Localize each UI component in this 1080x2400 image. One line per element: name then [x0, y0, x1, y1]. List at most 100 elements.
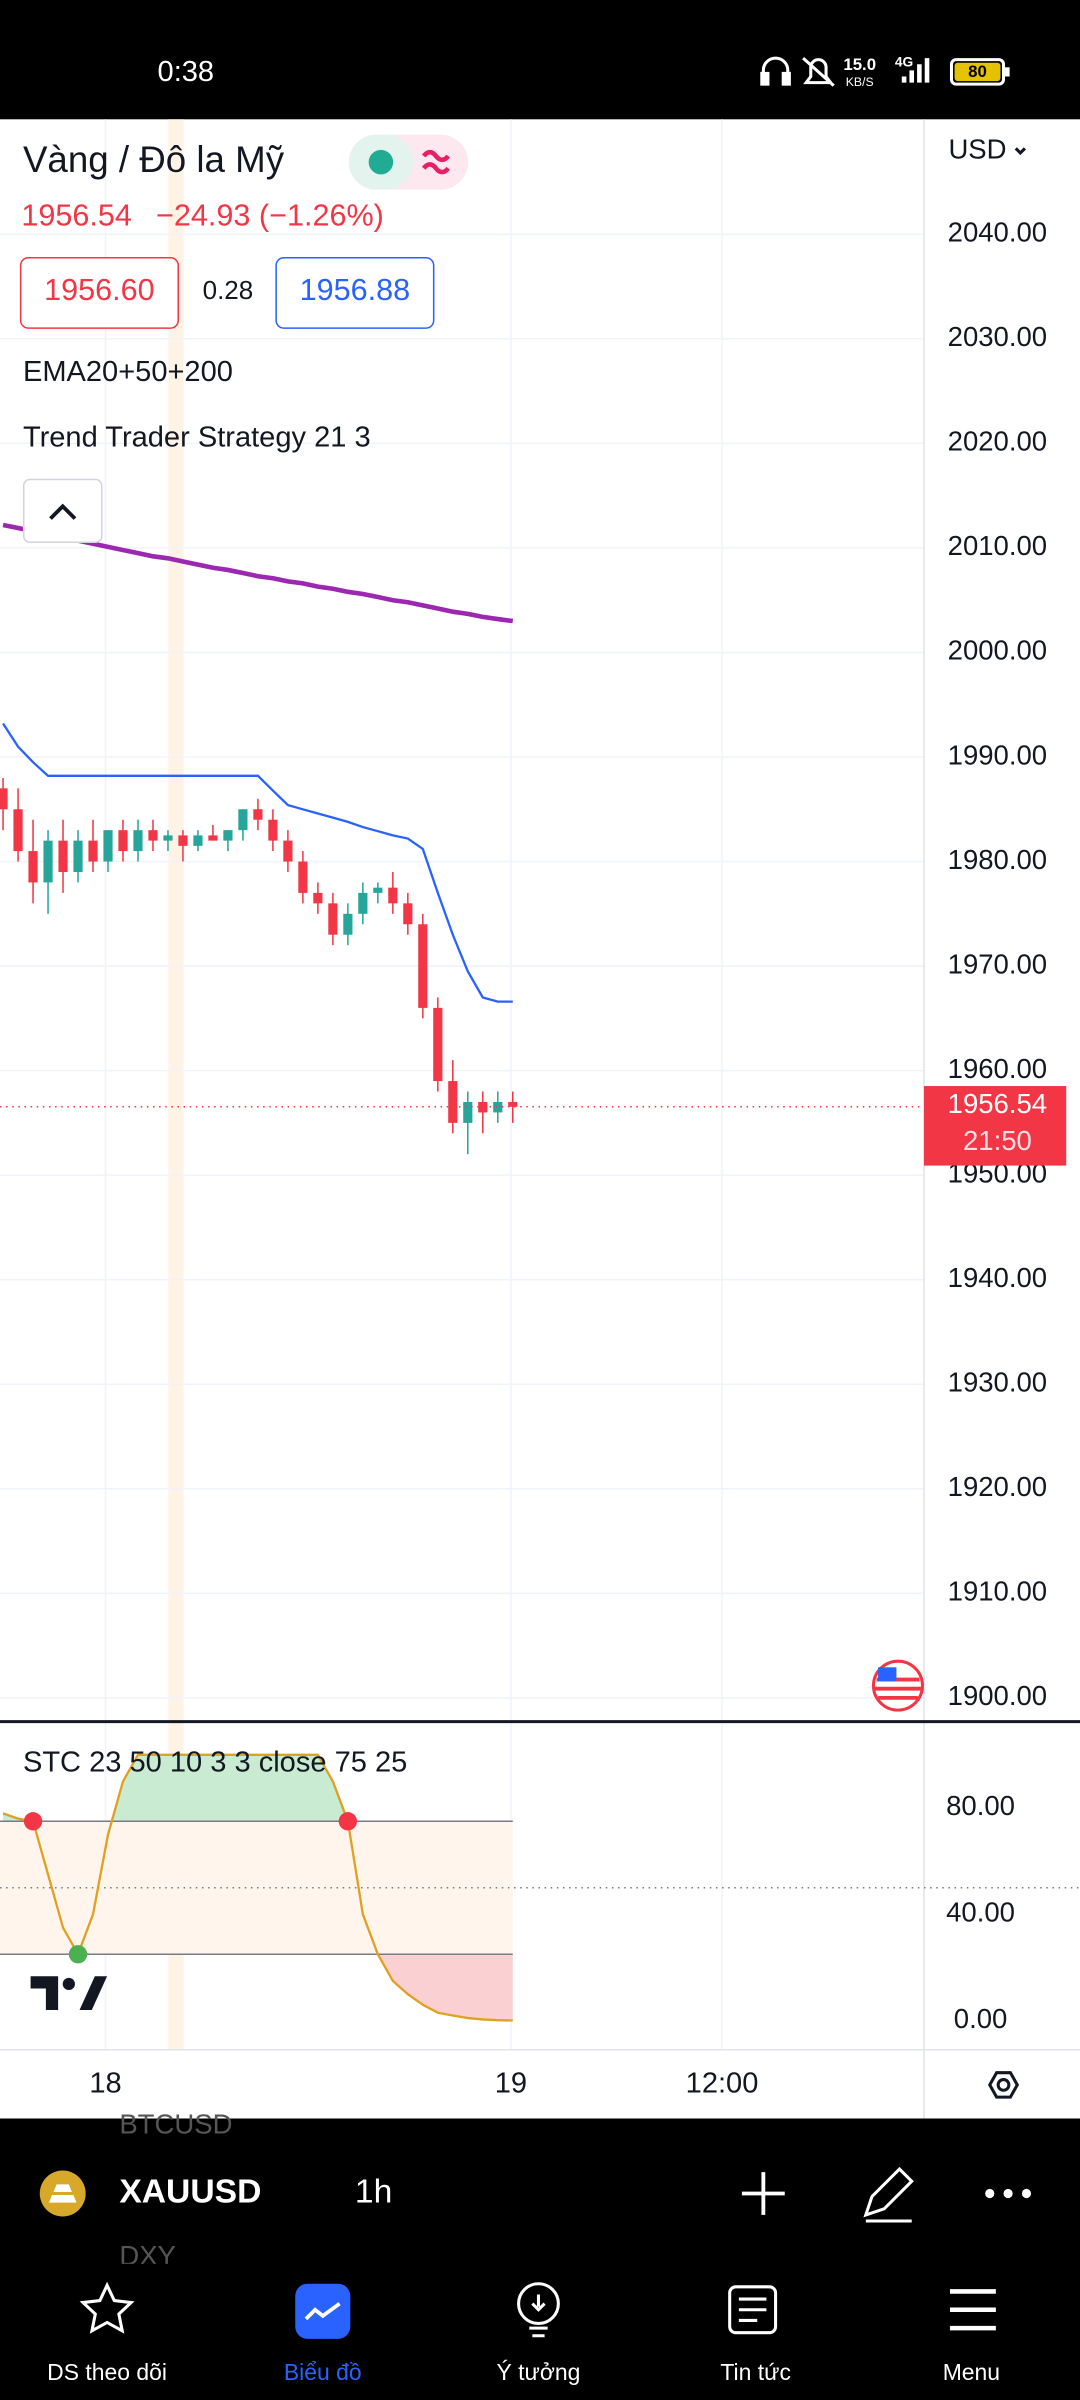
y-tick-label: 1940.00 [948, 1262, 1047, 1293]
toolbar-symbol[interactable]: XAUUSD [119, 2173, 261, 2210]
candle-body [208, 835, 218, 841]
candle-body [58, 840, 68, 872]
buy-button[interactable] [275, 256, 435, 329]
candle-body [13, 809, 23, 852]
currency-selector[interactable]: USD [948, 134, 1006, 165]
trend-line [2, 722, 513, 1003]
stc-tick-label: 80.00 [946, 1790, 1015, 1821]
candle-body [193, 835, 203, 846]
tradingview-logo [30, 1976, 108, 2010]
bar-countdown: 21:50 [963, 1125, 1032, 1156]
nav-tab-label[interactable]: DS theo dõi [47, 2359, 167, 2385]
candle-body [268, 819, 278, 841]
candle-body [433, 1007, 443, 1082]
symbol-title: Vàng / Đô la Mỹ [23, 139, 285, 180]
y-tick-label: 1930.00 [948, 1366, 1047, 1397]
net-speed: 15.0 [843, 55, 876, 74]
toolbar-interval[interactable]: 1h [355, 2173, 392, 2210]
ideas-icon[interactable] [517, 2282, 560, 2338]
watchlist-icon[interactable] [79, 2281, 135, 2334]
stc-sell-signal [338, 1812, 358, 1831]
indicator-label[interactable]: Trend Trader Strategy 21 3 [23, 422, 371, 454]
last-price-value: 1956.54 [948, 1088, 1047, 1119]
spread: 0.28 [203, 275, 254, 305]
settings-icon[interactable] [987, 2071, 1020, 2099]
menu-icon[interactable] [949, 2289, 996, 2331]
news-icon[interactable] [728, 2285, 778, 2335]
candle-body [328, 903, 338, 935]
status-icons [760, 56, 1010, 87]
last-quote: 1956.54 [21, 198, 132, 232]
stc-buy-signal [68, 1945, 88, 1964]
candle-body [403, 903, 413, 925]
stc-line [2, 1753, 513, 2022]
candle-body [133, 830, 143, 852]
clock: 0:38 [158, 56, 215, 88]
candle-body [178, 835, 188, 846]
stc-sell-signal [23, 1812, 43, 1831]
nav-tab-label[interactable]: Menu [943, 2359, 1000, 2385]
candle-body [418, 924, 428, 1008]
draw-button[interactable] [863, 2166, 914, 2223]
stc-tick-label: 0.00 [954, 2003, 1008, 2034]
indicator-label[interactable]: EMA20+50+200 [23, 356, 233, 388]
y-tick-label: 1910.00 [948, 1576, 1047, 1607]
y-tick-label: 1960.00 [948, 1053, 1047, 1084]
hidden-symbol: BTCUSD [119, 2108, 232, 2139]
x-tick-label: 19 [495, 2068, 527, 2100]
chart-tab-icon[interactable] [295, 2283, 351, 2339]
candle-body [493, 1101, 503, 1113]
sell-button[interactable] [19, 256, 179, 329]
y-tick-label: 1920.00 [948, 1471, 1047, 1502]
y-tick-label: 2010.00 [948, 530, 1047, 561]
more-button[interactable] [985, 2188, 1032, 2199]
symbol-icon[interactable] [39, 2170, 86, 2217]
ask-price[interactable]: 1956.88 [300, 273, 411, 307]
candle-body [283, 840, 293, 862]
candle-body [73, 840, 83, 872]
stc-title[interactable]: STC 23 50 10 3 3 close 75 25 [23, 1746, 407, 1778]
last-price-label [923, 1086, 1067, 1166]
candle-body [223, 830, 233, 841]
x-tick-label: 12:00 [686, 2068, 759, 2100]
stc-overbought-fill [3, 1754, 348, 1822]
y-tick-label: 1970.00 [948, 948, 1047, 979]
nav-tab-label[interactable]: Ý tưởng [496, 2359, 580, 2385]
candle-body [163, 835, 173, 841]
candle-body [118, 830, 128, 852]
candle-body [358, 892, 368, 914]
network-type: 4G [895, 54, 913, 69]
nav-bar [0, 2263, 1080, 2400]
y-tick-label: 1980.00 [948, 844, 1047, 875]
battery-level: 80 [968, 62, 987, 81]
candle-body [253, 809, 263, 820]
nav-tab-label[interactable]: Biểu đồ [284, 2359, 362, 2385]
candle-body [373, 887, 383, 893]
candle-body [28, 851, 38, 883]
status-pill [348, 134, 469, 190]
session-highlight [168, 119, 184, 2050]
x-tick-label: 18 [89, 2068, 121, 2100]
bid-price[interactable]: 1956.60 [44, 273, 155, 307]
candle-body [148, 830, 158, 841]
dropdown-caret[interactable] [1014, 147, 1027, 156]
candle-body [238, 809, 248, 831]
candle-body [388, 887, 398, 904]
candle-body [103, 830, 113, 862]
candle-body [298, 861, 308, 893]
collapse-button[interactable] [22, 478, 103, 544]
candle-body [88, 840, 98, 862]
candle-body [448, 1081, 458, 1123]
candle-body [0, 788, 8, 810]
nav-tab-label[interactable]: Tin tức [720, 2359, 791, 2385]
add-button[interactable] [741, 2172, 785, 2215]
chart-tab-glyph [304, 2302, 341, 2321]
flag-icon[interactable] [871, 1659, 924, 1712]
candle-body [463, 1101, 473, 1123]
candle-body [343, 913, 353, 935]
y-tick-label: 2030.00 [948, 321, 1047, 352]
stc-tick-label: 40.00 [946, 1897, 1015, 1928]
